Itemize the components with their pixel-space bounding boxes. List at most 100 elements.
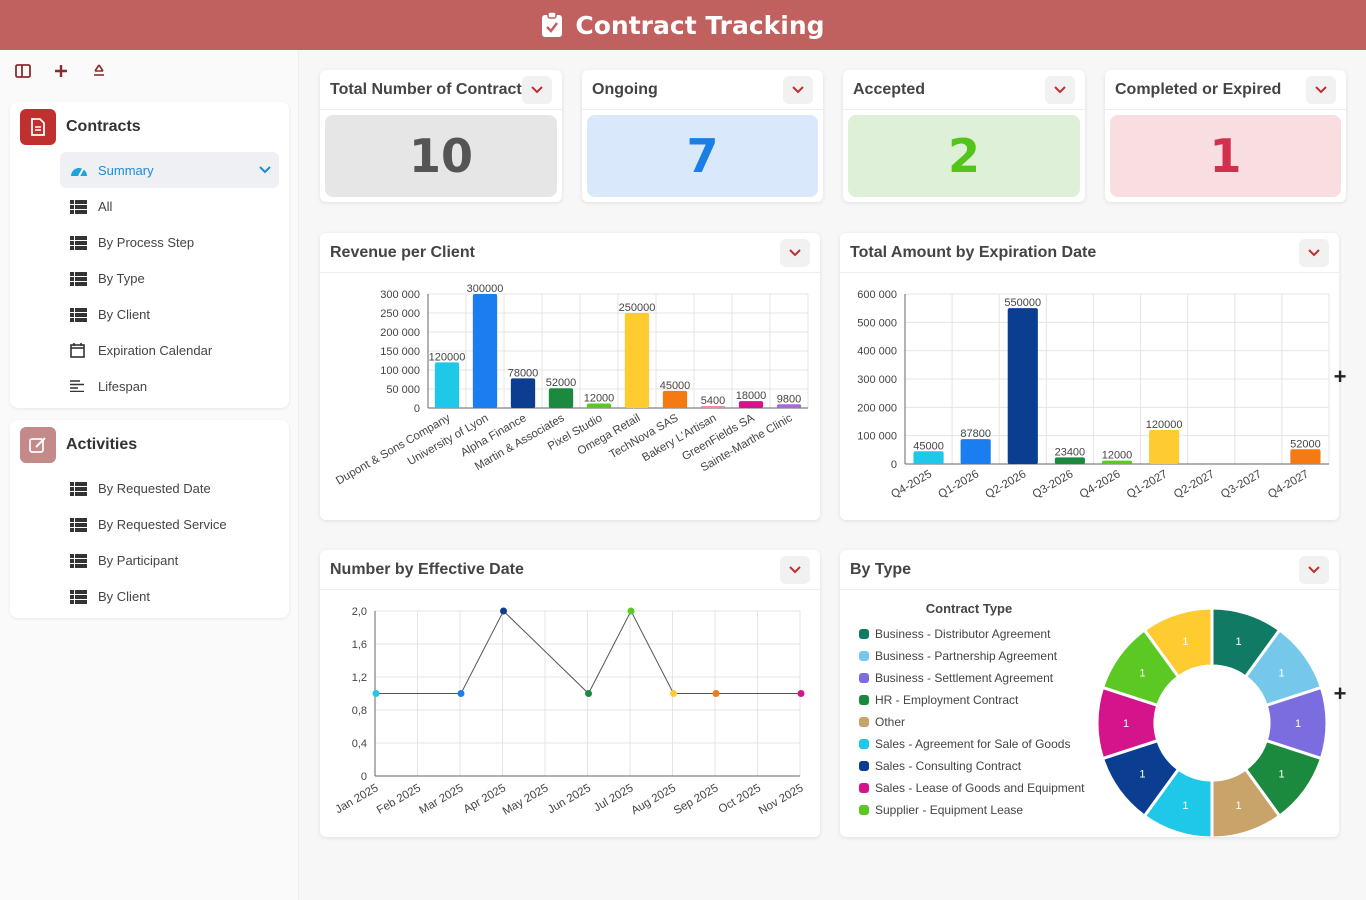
y-tick-label: 250 000 bbox=[380, 308, 420, 320]
kpi-title: Total Number of Contract bbox=[330, 80, 522, 98]
chevron-down-icon[interactable] bbox=[780, 238, 810, 267]
chevron-down-icon[interactable] bbox=[1306, 75, 1336, 104]
x-tick-label: Mar 2025 bbox=[417, 782, 465, 817]
kpi-value: 7 bbox=[686, 129, 719, 183]
kpi-title: Ongoing bbox=[592, 80, 658, 98]
contracts-title: Contracts bbox=[66, 118, 141, 135]
chevron-down-icon[interactable] bbox=[522, 75, 552, 104]
expand-plus-icon[interactable]: + bbox=[1333, 364, 1347, 389]
bar bbox=[1149, 430, 1180, 464]
kpi-value-box: 10 bbox=[325, 115, 557, 197]
revenue-bar-chart: 300 000 250 000 200 000 150 000 100 000 50 00… bbox=[334, 283, 809, 487]
nav-label: Expiration Calendar bbox=[98, 342, 213, 358]
nav-item-by-client[interactable]: By Client bbox=[10, 296, 289, 332]
chevron-down-icon[interactable] bbox=[783, 75, 813, 104]
legend-swatch bbox=[859, 783, 869, 793]
x-tick-label: Jan 2025 bbox=[334, 782, 381, 816]
nav-item-by-requested-date[interactable]: By Requested Date bbox=[10, 470, 289, 506]
contracts-nav-header[interactable]: Contracts bbox=[10, 102, 289, 152]
list-icon bbox=[70, 482, 87, 496]
nav-item-by-requested-service[interactable]: By Requested Service bbox=[10, 506, 289, 542]
data-point bbox=[670, 690, 677, 697]
nav-item-expiration-calendar[interactable]: Expiration Calendar bbox=[10, 332, 289, 368]
nav-item-by-process-step[interactable]: By Process Step bbox=[10, 224, 289, 260]
legend-label: Sales - Lease of Goods and Equipment bbox=[875, 781, 1085, 795]
slice-label: 1 bbox=[1182, 636, 1188, 648]
add-button[interactable] bbox=[48, 60, 74, 82]
nav-label: By Client bbox=[98, 306, 151, 322]
y-tick-label: 500 000 bbox=[857, 317, 897, 329]
y-tick-label: 1,2 bbox=[352, 672, 367, 684]
bar bbox=[960, 439, 991, 464]
recycle-icon bbox=[94, 64, 104, 76]
plus-icon bbox=[55, 65, 67, 77]
legend-label: Sales - Agreement for Sale of Goods bbox=[875, 737, 1070, 751]
nav-item-summary[interactable]: Summary bbox=[60, 152, 279, 188]
nav-item-lifespan[interactable]: Lifespan bbox=[10, 368, 289, 404]
list-icon bbox=[70, 554, 87, 568]
y-tick-label: 50 000 bbox=[386, 384, 420, 396]
slice-label: 1 bbox=[1279, 667, 1285, 679]
revenue-per-client-panel: Revenue per Client 300 000 250 000 200 000… bbox=[320, 233, 820, 520]
sidebar: Contracts Summary All By Process Step By… bbox=[0, 50, 299, 900]
x-tick-label: May 2025 bbox=[501, 782, 551, 818]
legend-label: Supplier - Equipment Lease bbox=[875, 803, 1023, 817]
x-tick-label: Sep 2025 bbox=[672, 782, 721, 817]
kpi-card-completed: Completed or Expired 1 bbox=[1105, 70, 1346, 202]
data-label: 120000 bbox=[429, 351, 466, 363]
expiration-bar-chart: 600 000 500 000 400 000 300 000 200 000 100 0… bbox=[857, 289, 1330, 501]
lines-icon bbox=[70, 380, 88, 392]
slice-label: 1 bbox=[1139, 769, 1145, 781]
legend-label: Business - Distributor Agreement bbox=[875, 627, 1051, 641]
y-tick-label: 100 000 bbox=[380, 365, 420, 377]
chevron-down-icon[interactable] bbox=[780, 555, 810, 584]
y-tick-label: 300 000 bbox=[380, 289, 420, 301]
x-tick-label: Q3-2027 bbox=[1219, 468, 1264, 501]
slice-label: 1 bbox=[1236, 636, 1242, 648]
nav-label: By Requested Service bbox=[98, 516, 227, 532]
kpi-value-box: 2 bbox=[848, 115, 1080, 197]
data-label: 250000 bbox=[619, 302, 656, 314]
activities-nav-header[interactable]: Activities bbox=[10, 420, 289, 470]
legend-swatch bbox=[859, 717, 869, 727]
x-tick-label: Apr 2025 bbox=[462, 782, 508, 816]
data-label: 12000 bbox=[584, 392, 615, 404]
legend-label: Business - Partnership Agreement bbox=[875, 649, 1058, 663]
chevron-down-icon[interactable] bbox=[1045, 75, 1075, 104]
panel-toggle-button[interactable] bbox=[10, 60, 36, 82]
data-label: 52000 bbox=[546, 377, 577, 389]
clipboard-check-icon bbox=[541, 11, 563, 38]
bar bbox=[776, 404, 802, 408]
nav-item-by-participant[interactable]: By Participant bbox=[10, 542, 289, 578]
kpi-card-accepted: Accepted 2 bbox=[843, 70, 1085, 202]
kpi-value-box: 7 bbox=[587, 115, 818, 197]
kpi-value: 2 bbox=[947, 129, 980, 183]
list-icon bbox=[70, 200, 87, 214]
chevron-down-icon[interactable] bbox=[1299, 555, 1329, 584]
contracts-nav-card: Contracts Summary All By Process Step By… bbox=[10, 102, 289, 408]
expand-plus-icon[interactable]: + bbox=[1333, 681, 1347, 706]
slice-label: 1 bbox=[1279, 769, 1285, 781]
bar bbox=[1007, 308, 1038, 464]
bar bbox=[548, 388, 574, 408]
data-label: 45000 bbox=[913, 440, 944, 452]
bar bbox=[1054, 457, 1085, 464]
chevron-down-icon[interactable] bbox=[1299, 238, 1329, 267]
kpi-card-total: Total Number of Contract 10 bbox=[320, 70, 562, 202]
slice-label: 1 bbox=[1139, 667, 1145, 679]
x-tick-label: Aug 2025 bbox=[629, 782, 678, 817]
nav-item-by-type[interactable]: By Type bbox=[10, 260, 289, 296]
list-icon bbox=[70, 272, 87, 286]
kpi-value: 10 bbox=[408, 129, 473, 183]
recycle-button[interactable] bbox=[86, 60, 112, 82]
y-tick-label: 300 000 bbox=[857, 374, 897, 386]
panel-title: Total Amount by Expiration Date bbox=[850, 243, 1097, 261]
nav-item-activities-by-client[interactable]: By Client bbox=[10, 578, 289, 614]
kpi-value: 1 bbox=[1209, 129, 1242, 183]
data-point bbox=[627, 607, 635, 615]
y-tick-label: 400 000 bbox=[857, 346, 897, 358]
data-label: 18000 bbox=[736, 390, 767, 402]
activities-nav-card: Activities By Requested Date By Requeste… bbox=[10, 420, 289, 618]
nav-item-all[interactable]: All bbox=[10, 188, 289, 224]
